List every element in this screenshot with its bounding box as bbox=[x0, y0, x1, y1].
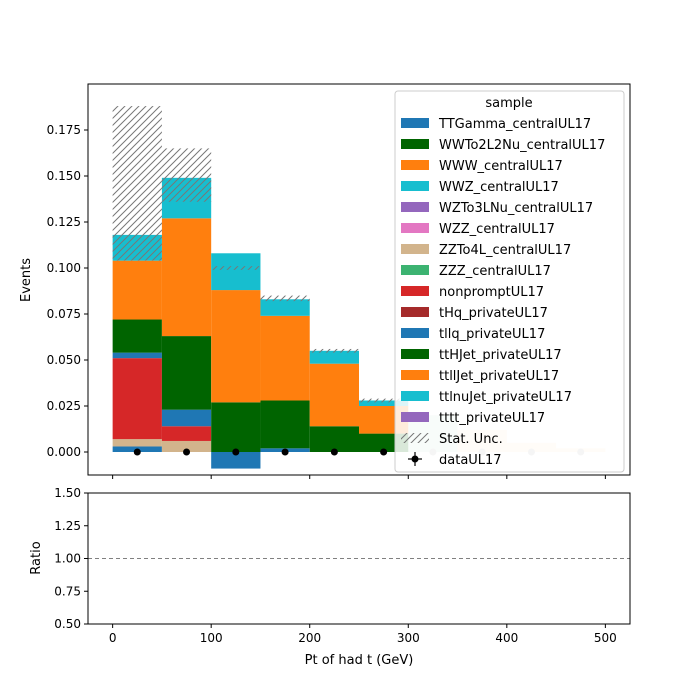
legend-swatch-WZTo3LNu_centralUL17 bbox=[401, 202, 429, 212]
main-ytick-label-0: 0.000 bbox=[47, 445, 81, 459]
main-ytick-label-4: 0.100 bbox=[47, 261, 81, 275]
stat-unc-band-bin-4 bbox=[309, 348, 359, 353]
legend-data-marker bbox=[411, 455, 419, 463]
bar-ttlnuJet_privateUL17-bin-2 bbox=[211, 253, 261, 291]
bar-ttllJet_privateUL17-bin-2 bbox=[211, 290, 261, 403]
legend-label-TTGamma_centralUL17: TTGamma_centralUL17 bbox=[438, 117, 591, 132]
bar-ttHJet_privateUL17-bin-2 bbox=[211, 402, 261, 452]
main-plot-frame bbox=[87, 83, 631, 476]
bar-ttllJet_privateUL17-bin-0 bbox=[112, 260, 162, 320]
bar-ZZTo4L_centralUL17-bin-1 bbox=[161, 440, 212, 452]
data-point-2 bbox=[232, 448, 240, 456]
stat-unc-band-bin-0 bbox=[112, 106, 162, 261]
legend: sample TTGamma_centralUL17 WWTo2L2Nu_cent… bbox=[394, 90, 625, 473]
bar-ttHJet_privateUL17-bin-3 bbox=[260, 400, 310, 449]
bar-nonpromptUL17-bin-1 bbox=[161, 426, 212, 441]
data-point-3 bbox=[281, 448, 289, 456]
xtick-label-2: 200 bbox=[298, 631, 321, 645]
legend-frame bbox=[394, 90, 625, 473]
bar-ttlnuJet_privateUL17-bin-5 bbox=[359, 400, 409, 406]
ratio-y-axis-label: Ratio bbox=[29, 541, 44, 574]
bar-tllq_privateUL17-bin-0 bbox=[112, 352, 162, 359]
bar-nonpromptUL17-bin-0 bbox=[112, 358, 162, 440]
bar-ttHJet_privateUL17-bin-4 bbox=[309, 426, 359, 452]
ratio-ytick-label-0: 0.50 bbox=[54, 617, 81, 631]
main-ytick-label-2: 0.050 bbox=[47, 353, 81, 367]
legend-label-WWW_centralUL17: WWW_centralUL17 bbox=[439, 159, 563, 174]
legend-label-WZTo3LNu_centralUL17: WZTo3LNu_centralUL17 bbox=[439, 201, 593, 216]
main-ytick-label-7: 0.175 bbox=[47, 123, 81, 137]
legend-label-tHq_privateUL17: tHq_privateUL17 bbox=[439, 306, 548, 321]
data-point-1 bbox=[183, 448, 191, 456]
xtick-label-4: 400 bbox=[495, 631, 518, 645]
main-ytick-label-1: 0.025 bbox=[47, 399, 81, 413]
bar-ttllJet_privateUL17-bin-3 bbox=[260, 315, 310, 401]
legend-label-ttllJet_privateUL17: ttllJet_privateUL17 bbox=[439, 369, 559, 384]
bar-ttHJet_privateUL17-bin-1 bbox=[161, 336, 212, 410]
legend-swatch-tllq_privateUL17 bbox=[401, 328, 429, 338]
ratio-plot-area: 0.50 0.75 1.00 1.25 1.50 0 100 200 300 400 500 Ra… bbox=[29, 475, 631, 668]
bar-TTGamma_centralUL17-bin-2 bbox=[211, 452, 261, 469]
legend-label-ZZTo4L_centralUL17: ZZTo4L_centralUL17 bbox=[439, 243, 571, 258]
legend-swatch-tHq_privateUL17 bbox=[401, 307, 429, 317]
xtick-label-1: 100 bbox=[200, 631, 223, 645]
ratio-ytick-label-2: 1.00 bbox=[54, 552, 81, 566]
stat-unc-band-bin-5 bbox=[359, 398, 409, 403]
bar-ttHJet_privateUL17-bin-0 bbox=[112, 319, 162, 353]
legend-label-WWTo2L2Nu_centralUL17: WWTo2L2Nu_centralUL17 bbox=[439, 138, 605, 153]
ratio-ytick-label-3: 1.25 bbox=[54, 519, 81, 533]
x-axis-label: Pt of had t (GeV) bbox=[305, 653, 414, 668]
legend-label-stat-unc: Stat. Unc. bbox=[439, 432, 503, 447]
legend-swatch-nonpromptUL17 bbox=[401, 286, 429, 296]
legend-swatch-tttt_privateUL17 bbox=[401, 412, 429, 422]
stat-unc-band-bin-2 bbox=[211, 266, 261, 270]
xtick-label-5: 500 bbox=[594, 631, 617, 645]
legend-swatch-ZZTo4L_centralUL17 bbox=[401, 244, 429, 254]
xtick-label-3: 300 bbox=[397, 631, 420, 645]
legend-swatch-ttllJet_privateUL17 bbox=[401, 370, 429, 380]
data-point-5 bbox=[380, 448, 388, 456]
bar-ttlnuJet_privateUL17-bin-4 bbox=[309, 350, 359, 364]
ratio-ytick-label-1: 0.75 bbox=[54, 584, 81, 598]
data-point-0 bbox=[133, 448, 141, 456]
stat-unc-band-bin-1 bbox=[161, 148, 212, 202]
legend-label-ZZZ_centralUL17: ZZZ_centralUL17 bbox=[439, 264, 551, 279]
legend-label-nonpromptUL17: nonpromptUL17 bbox=[439, 285, 544, 300]
legend-label-ttlnuJet_privateUL17: ttlnuJet_privateUL17 bbox=[439, 390, 572, 405]
ratio-plot-frame bbox=[87, 492, 631, 625]
legend-swatch-WWZ_centralUL17 bbox=[401, 181, 429, 191]
legend-swatch-ttlnuJet_privateUL17 bbox=[401, 391, 429, 401]
xtick-label-0: 0 bbox=[109, 631, 117, 645]
main-ytick-label-6: 0.150 bbox=[47, 169, 81, 183]
legend-label-WZZ_centralUL17: WZZ_centralUL17 bbox=[439, 222, 555, 237]
legend-label-data: dataUL17 bbox=[439, 453, 502, 468]
legend-swatch-TTGamma_centralUL17 bbox=[401, 118, 429, 128]
legend-swatch-WZZ_centralUL17 bbox=[401, 223, 429, 233]
bar-tllq_privateUL17-bin-1 bbox=[161, 409, 212, 427]
main-ytick-label-5: 0.125 bbox=[47, 215, 81, 229]
legend-swatch-WWW_centralUL17 bbox=[401, 160, 429, 170]
legend-label-WWZ_centralUL17: WWZ_centralUL17 bbox=[439, 180, 559, 195]
legend-swatch-ZZZ_centralUL17 bbox=[401, 265, 429, 275]
legend-title: sample bbox=[485, 96, 532, 111]
legend-label-tttt_privateUL17: tttt_privateUL17 bbox=[439, 411, 545, 426]
bar-ttlnuJet_privateUL17-bin-3 bbox=[260, 299, 310, 316]
bar-ZZTo4L_centralUL17-bin-0 bbox=[112, 439, 162, 447]
main-y-axis-label: Events bbox=[19, 258, 34, 302]
stat-unc-band-bin-3 bbox=[260, 295, 310, 302]
legend-swatch-WWTo2L2Nu_centralUL17 bbox=[401, 139, 429, 149]
legend-label-tllq_privateUL17: tllq_privateUL17 bbox=[439, 327, 545, 342]
legend-swatch-ttHJet_privateUL17 bbox=[401, 349, 429, 359]
bar-ttllJet_privateUL17-bin-1 bbox=[161, 218, 212, 337]
data-point-4 bbox=[330, 448, 338, 456]
legend-swatch-stat-unc bbox=[401, 433, 429, 443]
ratio-ytick-label-4: 1.50 bbox=[54, 486, 81, 500]
bar-ttllJet_privateUL17-bin-4 bbox=[309, 363, 359, 427]
legend-label-ttHJet_privateUL17: ttHJet_privateUL17 bbox=[439, 348, 562, 363]
main-ytick-label-3: 0.075 bbox=[47, 307, 81, 321]
